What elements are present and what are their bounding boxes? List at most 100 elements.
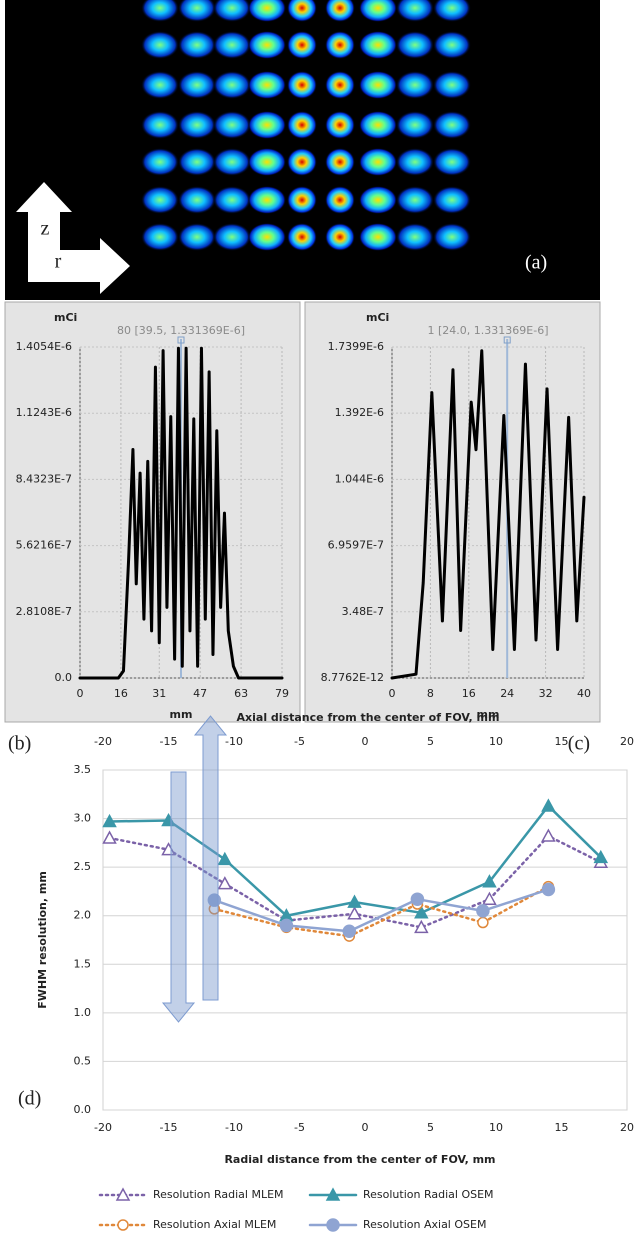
y-tick-label: 8.7762E-12 bbox=[321, 671, 384, 684]
x-tick-label: 32 bbox=[539, 687, 553, 700]
marker bbox=[414, 919, 429, 934]
blob bbox=[359, 0, 397, 22]
x2-axis-title: Axial distance from the center of FOV, m… bbox=[237, 711, 500, 724]
blob bbox=[359, 31, 397, 59]
image-panel: z r (a) bbox=[5, 0, 600, 300]
blob bbox=[213, 111, 251, 139]
x-tick-label: 0 bbox=[362, 1121, 369, 1134]
x-tick-label: 16 bbox=[462, 687, 476, 700]
charts: mCi 80 [39.5, 1.331369E-6] mm (b) 0.0 2.8108E… bbox=[4, 301, 634, 1232]
radial-arrow bbox=[161, 771, 196, 1023]
marker bbox=[541, 798, 556, 812]
blob bbox=[287, 31, 317, 59]
chart: mCi 1 [24.0, 1.331369E-6] mm (c) 8.7762E-12 3… bbox=[304, 301, 601, 755]
blob bbox=[433, 71, 471, 99]
blob bbox=[325, 0, 355, 22]
y-tick-label: 1.392E-6 bbox=[335, 406, 384, 419]
panel-label: (c) bbox=[568, 733, 590, 755]
x-tick-label: 47 bbox=[193, 687, 207, 700]
x-tick-label: 15 bbox=[555, 1121, 569, 1134]
marker bbox=[477, 916, 489, 929]
blob bbox=[213, 223, 251, 251]
y-tick-label: 3.48E-7 bbox=[342, 605, 384, 618]
y-tick-label: 8.4323E-7 bbox=[16, 472, 72, 485]
marker bbox=[117, 1219, 129, 1231]
x-tick-label: 16 bbox=[114, 687, 128, 700]
blob bbox=[396, 148, 434, 176]
x-tick-label: 24 bbox=[500, 687, 514, 700]
blob bbox=[141, 148, 179, 176]
y-tick-label: 3.5 bbox=[74, 763, 92, 776]
y-tick-label: 5.6216E-7 bbox=[16, 539, 72, 552]
data-line bbox=[213, 885, 550, 938]
marker bbox=[593, 849, 609, 864]
marker bbox=[482, 891, 497, 905]
blob bbox=[359, 223, 397, 251]
data-line bbox=[213, 888, 550, 933]
unit-label: mCi bbox=[366, 311, 389, 324]
marker bbox=[414, 905, 429, 919]
blob bbox=[433, 111, 471, 139]
blob bbox=[141, 111, 179, 139]
marker bbox=[325, 1187, 341, 1201]
blob bbox=[325, 31, 355, 59]
blob bbox=[396, 71, 434, 99]
blob bbox=[141, 31, 179, 59]
y-tick-label: 1.4054E-6 bbox=[16, 340, 72, 353]
x-tick-label: 20 bbox=[620, 1121, 634, 1134]
cursor-annotation: 80 [39.5, 1.331369E-6] bbox=[117, 324, 245, 337]
y-tick-label: 0.0 bbox=[55, 671, 73, 684]
x2-tick-label: 0 bbox=[362, 735, 369, 748]
x-tick-label: -15 bbox=[160, 1121, 178, 1134]
data-line bbox=[390, 349, 586, 680]
x-tick-label: -10 bbox=[225, 1121, 243, 1134]
y-tick-label: 6.9597E-7 bbox=[328, 539, 384, 552]
blob bbox=[433, 223, 471, 251]
blob bbox=[178, 71, 216, 99]
marker bbox=[342, 924, 357, 939]
x-tick-label: -20 bbox=[94, 1121, 112, 1134]
x-tick-label: 0 bbox=[77, 687, 84, 700]
legend-label: Resolution Radial OSEM bbox=[363, 1188, 494, 1201]
marker bbox=[279, 918, 294, 933]
blob bbox=[325, 186, 355, 214]
legend-label: Resolution Axial OSEM bbox=[363, 1218, 486, 1231]
y-tick-label: 2.8108E-7 bbox=[16, 605, 72, 618]
blob bbox=[213, 148, 251, 176]
legend-label: Resolution Radial MLEM bbox=[153, 1188, 284, 1201]
blob bbox=[433, 148, 471, 176]
x2-tick-label: 15 bbox=[555, 735, 569, 748]
marker bbox=[217, 851, 233, 866]
marker bbox=[102, 830, 117, 844]
y-tick-label: 2.5 bbox=[74, 860, 92, 873]
x2-tick-label: -15 bbox=[160, 735, 178, 748]
blob bbox=[396, 186, 434, 214]
blob bbox=[248, 0, 286, 22]
cursor-annotation: 1 [24.0, 1.331369E-6] bbox=[428, 324, 549, 337]
legend-label: Resolution Axial MLEM bbox=[153, 1218, 276, 1231]
x2-tick-label: 10 bbox=[489, 735, 503, 748]
blob bbox=[213, 0, 251, 22]
blob bbox=[248, 186, 286, 214]
x2-tick-label: -10 bbox=[225, 735, 243, 748]
x-axis-title: Radial distance from the center of FOV, … bbox=[224, 1153, 495, 1166]
marker bbox=[347, 894, 362, 908]
panel-background bbox=[304, 301, 601, 723]
blob bbox=[141, 186, 179, 214]
x-tick-label: 40 bbox=[577, 687, 591, 700]
x2-tick-label: 20 bbox=[620, 735, 634, 748]
panel-label: (d) bbox=[18, 1088, 41, 1110]
unit-label: mCi bbox=[54, 311, 77, 324]
y-tick-label: 0.0 bbox=[74, 1103, 92, 1116]
x2-tick-label: -20 bbox=[94, 735, 112, 748]
marker bbox=[482, 874, 497, 888]
blob bbox=[287, 148, 317, 176]
marker bbox=[217, 876, 233, 890]
x-tick-label: 10 bbox=[489, 1121, 503, 1134]
x-tick-label: 0 bbox=[389, 687, 396, 700]
blob bbox=[178, 223, 216, 251]
cursor-handle bbox=[503, 336, 511, 344]
y-tick-label: 0.5 bbox=[74, 1054, 92, 1067]
blob bbox=[287, 71, 317, 99]
